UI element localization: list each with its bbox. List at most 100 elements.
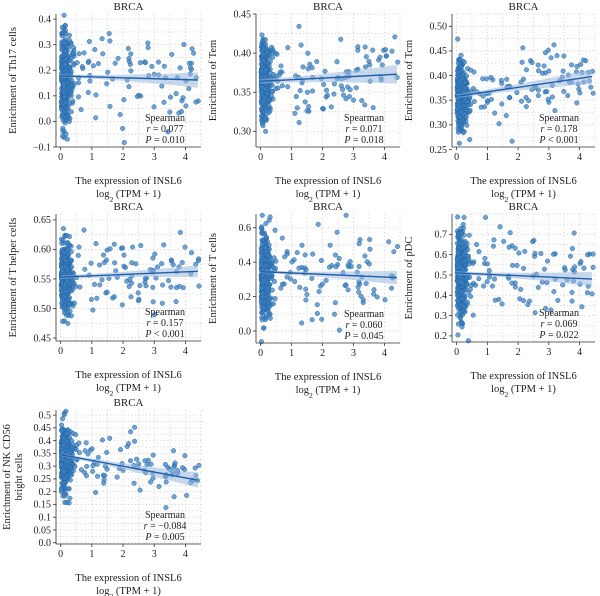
scatter-point	[137, 487, 143, 493]
scatter-point	[458, 231, 464, 237]
stats-p: P = 0.010	[144, 135, 184, 146]
scatter-point	[59, 45, 65, 51]
scatter-point	[61, 442, 67, 448]
scatter-point	[64, 430, 70, 436]
scatter-point	[261, 46, 267, 52]
scatter-point	[62, 480, 68, 486]
scatter-point	[259, 212, 265, 218]
y-tick-label: 0.1	[39, 91, 52, 102]
scatter-point	[263, 234, 269, 240]
scatter-point	[294, 105, 300, 111]
x-tick-label: 4	[577, 347, 582, 358]
y-tick-label: 0.35	[34, 449, 52, 460]
scatter-point	[189, 46, 195, 52]
scatter-point	[300, 64, 306, 70]
scatter-point	[259, 69, 265, 75]
scatter-point	[101, 480, 107, 486]
scatter-point	[490, 243, 496, 249]
scatter-point	[457, 309, 463, 315]
scatter-point	[279, 83, 285, 89]
x-tick-label: 2	[121, 346, 126, 357]
scatter-point	[507, 230, 513, 236]
scatter-point	[105, 69, 111, 75]
scatter-point	[490, 283, 496, 289]
x-tick-label: 3	[546, 347, 551, 358]
y-tick-label: 0.2	[39, 487, 52, 498]
panel-title: BRCA	[313, 201, 343, 213]
scatter-point	[460, 221, 466, 227]
scatter-point	[297, 88, 303, 94]
y-tick-label: 0.55	[34, 274, 52, 285]
scatter-point	[59, 240, 65, 246]
scatter-point	[182, 244, 188, 250]
panel-title: BRCA	[114, 1, 144, 13]
scatter-point	[460, 266, 466, 272]
scatter-point	[466, 232, 472, 238]
scatter-point	[69, 264, 75, 270]
scatter-point	[499, 301, 505, 307]
scatter-point	[332, 311, 338, 317]
scatter-point	[138, 242, 144, 248]
x-axis-unit: log2 (TPM + 1)	[96, 189, 161, 204]
scatter-point	[331, 91, 337, 97]
scatter-point	[59, 449, 65, 455]
scatter-point	[351, 97, 357, 103]
scatter-point	[76, 80, 82, 86]
y-tick-label: 0.0	[39, 117, 52, 128]
x-tick-label: 1	[289, 152, 294, 163]
x-tick-label: 0	[454, 347, 459, 358]
scatter-point	[259, 224, 265, 230]
scatter-point	[145, 457, 151, 463]
scatter-point	[68, 257, 74, 263]
scatter-points	[58, 226, 202, 326]
scatter-point	[503, 113, 509, 119]
scatter-point	[132, 424, 138, 430]
y-tick-label: 0.3	[39, 40, 52, 51]
scatter-point	[562, 267, 568, 273]
x-tick-label: 2	[121, 152, 126, 163]
scatter-point	[177, 229, 183, 235]
scatter-point	[362, 253, 368, 259]
scatter-point	[484, 279, 490, 285]
scatter-point	[464, 253, 470, 259]
scatter-point	[379, 62, 385, 68]
scatter-point	[482, 255, 488, 261]
scatter-point	[60, 318, 66, 324]
scatter-point	[94, 295, 100, 301]
scatter-point	[148, 461, 154, 467]
scatter-point	[461, 214, 467, 220]
stats-p: P < 0.001	[144, 329, 184, 340]
scatter-point	[464, 122, 470, 128]
scatter-point	[128, 294, 134, 300]
scatter-point	[526, 98, 532, 104]
x-tick-label: 0	[58, 346, 63, 357]
x-axis-label: The expression of INSL6	[470, 176, 576, 187]
scatter-point	[554, 53, 560, 59]
y-tick-label: −0.1	[33, 142, 51, 153]
scatter-point	[121, 140, 127, 146]
scatter-point	[309, 275, 315, 281]
scatter-point	[499, 80, 505, 86]
scatter-point	[182, 453, 188, 459]
y-tick-label: 0.5	[39, 410, 52, 421]
scatter-point	[454, 256, 460, 262]
scatter-point	[65, 247, 71, 253]
scatter-point	[260, 64, 266, 70]
scatter-point	[62, 475, 68, 481]
scatter-point	[516, 250, 522, 256]
scatter-point	[62, 493, 68, 499]
scatter-point	[455, 87, 461, 93]
scatter-point	[303, 286, 309, 292]
scatter-point	[70, 280, 76, 286]
scatter-point	[589, 291, 595, 297]
scatter-point	[304, 292, 310, 298]
scatter-point	[121, 252, 127, 258]
y-tick-label: 0.60	[34, 245, 52, 256]
scatter-point	[535, 62, 541, 68]
scatter-point	[130, 244, 136, 250]
scatter-point	[66, 486, 72, 492]
x-tick-label: 4	[183, 152, 188, 163]
scatter-point	[67, 495, 73, 501]
y-tick-label: 0.25	[34, 474, 52, 485]
